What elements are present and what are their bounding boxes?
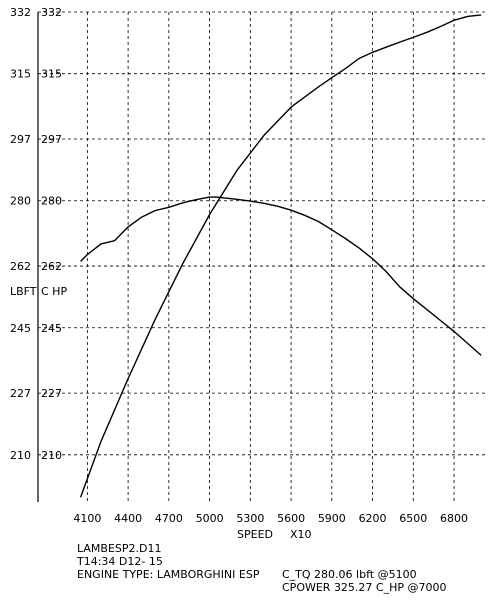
y-tick-label-lbft-262: 262 <box>10 260 31 273</box>
y-tick-label-hp-332: 332 <box>41 6 62 19</box>
y-tick-label-lbft-210: 210 <box>10 449 31 462</box>
x-tick-label-5300: 5300 <box>236 512 264 525</box>
x-tick-label-5900: 5900 <box>318 512 346 525</box>
y-tick-label-hp-210: 210 <box>41 449 62 462</box>
x-tick-label-5000: 5000 <box>196 512 224 525</box>
peak-torque-text: C_TQ 280.06 lbft @5100 <box>282 568 417 581</box>
y-tick-label-lbft-227: 227 <box>10 387 31 400</box>
y-tick-label-lbft-245: 245 <box>10 322 31 335</box>
x-tick-label-5600: 5600 <box>277 512 305 525</box>
series-line-torque <box>80 196 482 356</box>
y-tick-label-lbft-332: 332 <box>10 6 31 19</box>
y-tick-label-lbft-315: 315 <box>10 68 31 81</box>
x-axis-label: SPEED <box>237 528 273 541</box>
y-tick-label-hp-245: 245 <box>41 322 62 335</box>
y-tick-label-lbft-297: 297 <box>10 133 31 146</box>
file-name-text: LAMBESP2.D11 <box>77 542 162 555</box>
x-tick-label-6800: 6800 <box>440 512 468 525</box>
x-tick-label-6500: 6500 <box>399 512 427 525</box>
y-tick-label-hp-262: 262 <box>41 260 62 273</box>
x-tick-label-4700: 4700 <box>155 512 183 525</box>
y-axis-label-lbft: LBFT <box>10 285 37 298</box>
series-line-power <box>79 14 482 498</box>
y-tick-label-hp-280: 280 <box>41 195 62 208</box>
y-tick-label-hp-227: 227 <box>41 387 62 400</box>
x-tick-label-6200: 6200 <box>359 512 387 525</box>
run-time-text: T14:34 D12- 15 <box>77 555 163 568</box>
y-axis-label-hp: C HP <box>41 285 67 298</box>
y-tick-label-lbft-280: 280 <box>10 195 31 208</box>
x-tick-label-4100: 4100 <box>73 512 101 525</box>
engine-type-text: ENGINE TYPE: LAMBORGHINI ESP <box>77 568 260 581</box>
peak-power-text: CPOWER 325.27 C_HP @7000 <box>282 581 447 594</box>
y-tick-label-hp-297: 297 <box>41 133 62 146</box>
x-tick-label-4400: 4400 <box>114 512 142 525</box>
y-tick-label-hp-315: 315 <box>41 68 62 81</box>
x-axis-label-suffix: X10 <box>290 528 312 541</box>
